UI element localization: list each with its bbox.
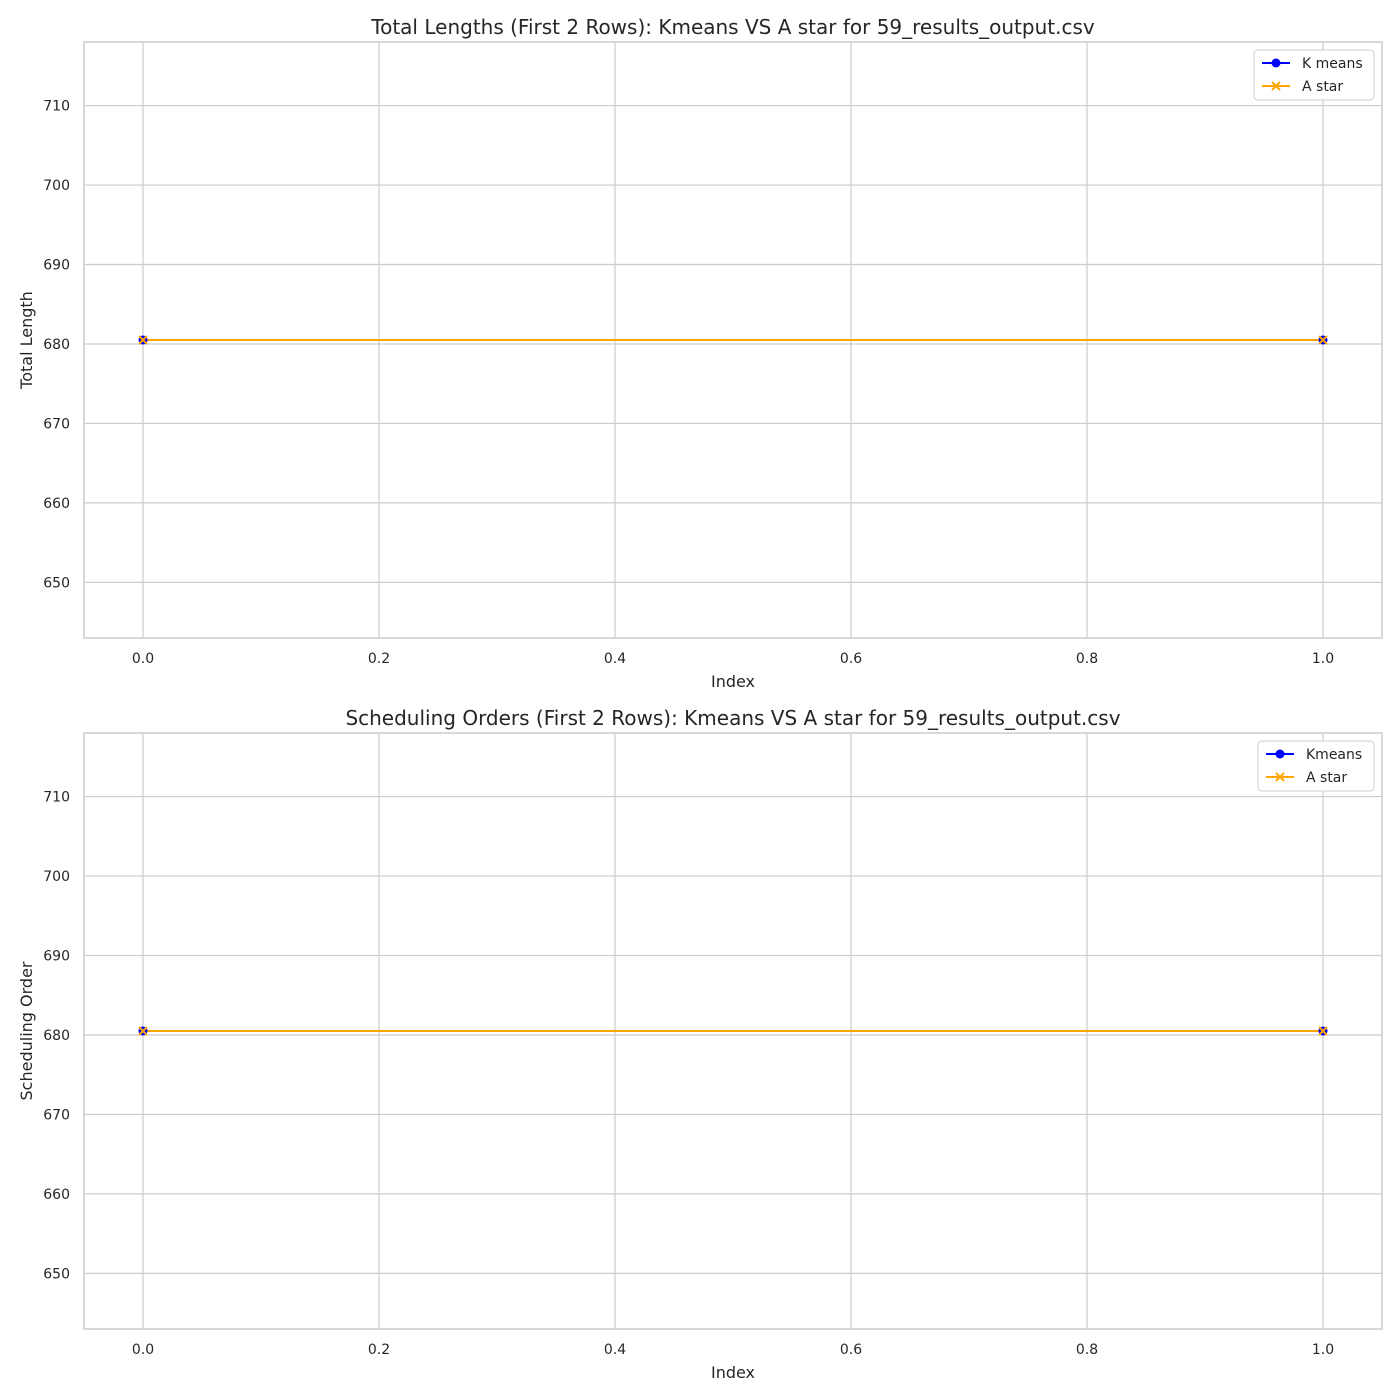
x-tick-label: 0.6 xyxy=(840,651,862,667)
legend-label-a-star: A star xyxy=(1302,79,1343,95)
chart-total-lengths: Total Lengths (First 2 Rows): Kmeans VS … xyxy=(17,15,1383,691)
y-tick-label: 670 xyxy=(43,1107,70,1123)
x-tick-label: 0.0 xyxy=(132,651,154,667)
plot-frame xyxy=(83,732,1383,1330)
x-tick-label: 0.4 xyxy=(604,1342,626,1358)
y-tick-label: 690 xyxy=(43,949,70,965)
y-tick-label: 710 xyxy=(43,790,70,806)
x-tick-label: 0.2 xyxy=(368,651,390,667)
chart-title: Scheduling Orders (First 2 Rows): Kmeans… xyxy=(345,706,1120,730)
x-tick-label: 0.8 xyxy=(1076,1342,1098,1358)
x-tick-label: 0.8 xyxy=(1076,651,1098,667)
data-point-a-star xyxy=(138,1026,148,1036)
y-tick-label: 650 xyxy=(43,1266,70,1282)
x-tick-labels: 0.0 0.2 0.4 0.6 0.8 1.0 xyxy=(132,1342,1334,1358)
x-tick-label: 1.0 xyxy=(1312,1342,1334,1358)
legend-marker-k-means xyxy=(1271,58,1281,68)
legend-label-kmeans: Kmeans xyxy=(1306,747,1362,763)
legend-label-a-star: A star xyxy=(1306,770,1347,786)
y-tick-label: 660 xyxy=(43,496,70,512)
x-tick-label: 0.2 xyxy=(368,1342,390,1358)
y-tick-label: 700 xyxy=(43,869,70,885)
data-point-a-star xyxy=(1318,335,1328,345)
y-tick-label: 650 xyxy=(43,575,70,591)
plot-frame xyxy=(83,41,1383,639)
y-tick-label: 670 xyxy=(43,416,70,432)
legend: Kmeans A star xyxy=(1257,740,1375,792)
x-tick-label: 0.0 xyxy=(132,1342,154,1358)
data-point-a-star xyxy=(138,335,148,345)
y-tick-label: 680 xyxy=(43,1028,70,1044)
y-tick-labels: 650 660 670 680 690 700 710 xyxy=(43,99,70,592)
chart-scheduling-orders: Scheduling Orders (First 2 Rows): Kmeans… xyxy=(17,706,1383,1382)
data-point-a-star xyxy=(1318,1026,1328,1036)
legend-marker-a-star xyxy=(1275,772,1285,782)
legend-marker-kmeans xyxy=(1275,749,1285,759)
y-tick-label: 690 xyxy=(43,258,70,274)
series-markers xyxy=(138,1026,1328,1036)
legend: K means A star xyxy=(1253,49,1375,101)
legend-marker-a-star xyxy=(1271,81,1281,91)
x-tick-label: 0.6 xyxy=(840,1342,862,1358)
y-axis-label: Total Length xyxy=(17,291,36,390)
y-tick-label: 700 xyxy=(43,178,70,194)
y-tick-label: 680 xyxy=(43,337,70,353)
y-tick-label: 710 xyxy=(43,99,70,115)
y-tick-labels: 650 660 670 680 690 700 710 xyxy=(43,790,70,1283)
x-axis-label: Index xyxy=(711,1363,755,1382)
x-tick-labels: 0.0 0.2 0.4 0.6 0.8 1.0 xyxy=(132,651,1334,667)
x-axis-label: Index xyxy=(711,672,755,691)
x-tick-label: 0.4 xyxy=(604,651,626,667)
legend-label-k-means: K means xyxy=(1302,56,1363,72)
series-markers xyxy=(138,335,1328,345)
x-tick-label: 1.0 xyxy=(1312,651,1334,667)
y-tick-label: 660 xyxy=(43,1187,70,1203)
chart-title: Total Lengths (First 2 Rows): Kmeans VS … xyxy=(370,15,1095,39)
y-axis-label: Scheduling Order xyxy=(17,961,36,1100)
